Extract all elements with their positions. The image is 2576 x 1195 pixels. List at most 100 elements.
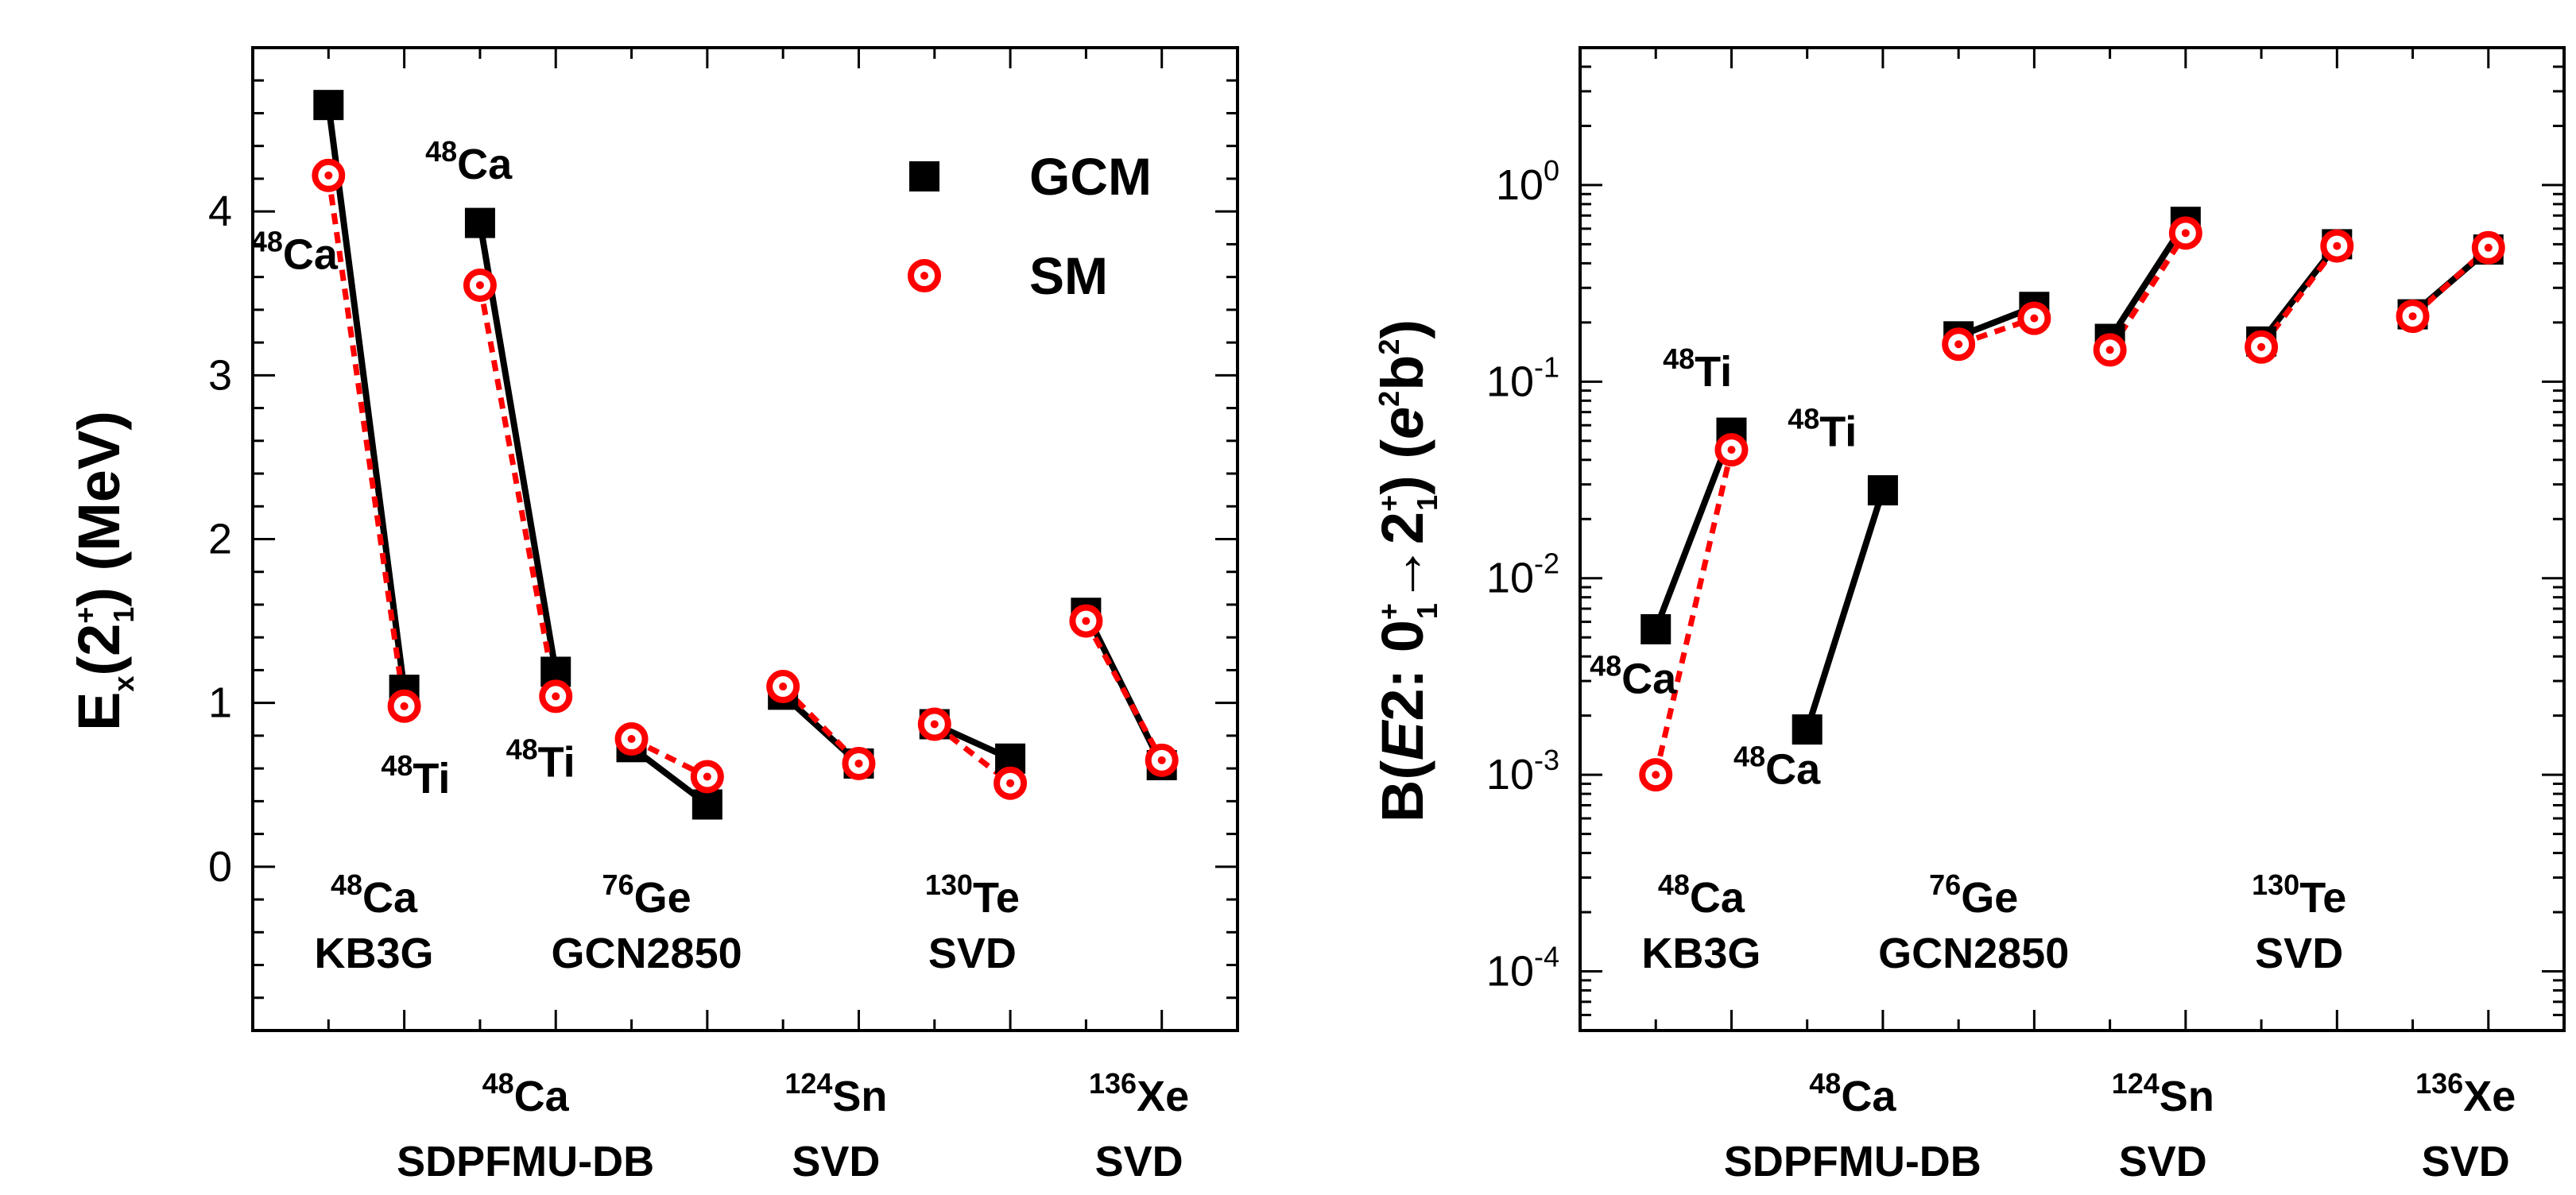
group-model-label: SVD bbox=[2255, 930, 2343, 977]
text-part: →2 bbox=[1369, 512, 1435, 603]
nucleus-label: 48Ti bbox=[1788, 402, 1857, 455]
text-part: 10 bbox=[1486, 948, 1534, 996]
series-line-gcm bbox=[1652, 431, 1735, 631]
text-part: 48 bbox=[425, 135, 457, 168]
text-part: 130 bbox=[925, 868, 973, 901]
sm-point-center bbox=[1727, 446, 1736, 454]
nucleus-label: 48Ca bbox=[1590, 649, 1677, 702]
text-part: Ca bbox=[283, 230, 339, 278]
text-part: x bbox=[107, 676, 140, 692]
series-line-sm bbox=[325, 175, 408, 707]
sm-point-center bbox=[2181, 229, 2190, 238]
series-line-sm bbox=[1083, 619, 1164, 762]
text-part: Ti bbox=[1819, 408, 1857, 455]
text-part: + bbox=[1373, 603, 1405, 620]
nucleus-label: 48Ti bbox=[506, 733, 575, 786]
sm-point-center bbox=[400, 702, 409, 710]
sm-point-center bbox=[930, 720, 939, 729]
plot-frame bbox=[1579, 46, 2566, 1032]
nucleus-label: 48Ti bbox=[381, 749, 450, 802]
series-line-sm bbox=[1652, 449, 1734, 775]
text-part: Ca bbox=[457, 141, 513, 188]
y-tick-label: 10-3 bbox=[1486, 744, 1559, 799]
gcm-point bbox=[464, 207, 495, 238]
text-part: Xe bbox=[1137, 1073, 1189, 1120]
text-part: 2 bbox=[1373, 339, 1405, 355]
text-part: 10 bbox=[1496, 161, 1544, 209]
group-model-label: KB3G bbox=[314, 930, 433, 977]
text-part: Te bbox=[973, 874, 1020, 922]
text-part: Ti bbox=[413, 755, 450, 802]
text-part: 48 bbox=[381, 749, 413, 782]
sm-point-center bbox=[1082, 617, 1090, 625]
text-part: Sn bbox=[832, 1073, 887, 1120]
gcm-point bbox=[313, 90, 344, 121]
text-part: 130 bbox=[2252, 868, 2299, 901]
text-part: 10 bbox=[1486, 751, 1534, 799]
y-axis-title: Ex(2+ 1) (MeV) bbox=[66, 411, 140, 731]
group-model-label: GCN2850 bbox=[1878, 930, 2069, 977]
text-part: 48 bbox=[1733, 740, 1765, 772]
y-tick-label: 10-4 bbox=[1486, 941, 1559, 996]
sm-point-center bbox=[1954, 340, 1963, 349]
sm-point-center bbox=[552, 692, 560, 701]
sm-point-center bbox=[779, 683, 788, 691]
sm-point-center bbox=[324, 171, 333, 180]
gcm-point bbox=[1867, 475, 1898, 506]
text-part: B( bbox=[1369, 760, 1435, 822]
group-nucleus-label: 76Ge bbox=[1929, 868, 2018, 922]
text-part: 1 bbox=[1411, 603, 1443, 619]
group-nucleus-label: 130Te bbox=[2252, 868, 2346, 922]
text-part: e bbox=[1369, 407, 1435, 439]
text-part: Ti bbox=[538, 738, 575, 786]
sm-point-center bbox=[1006, 779, 1015, 787]
text-part: 48 bbox=[1809, 1067, 1841, 1100]
text-part: E bbox=[66, 692, 132, 731]
text-part: + bbox=[69, 607, 102, 624]
text-part: Ca bbox=[1765, 745, 1821, 793]
text-part: 76 bbox=[1929, 868, 1961, 901]
text-part: -4 bbox=[1534, 941, 1559, 973]
nucleus-label: 48Ca bbox=[425, 135, 513, 188]
group-model-label: GCN2850 bbox=[552, 930, 742, 977]
y-axis-title: B(E2: 0+ 1→2+ 1) (e2b2) bbox=[1369, 319, 1443, 822]
sm-point-center bbox=[2333, 242, 2342, 250]
text-part: Ca bbox=[1841, 1073, 1896, 1120]
text-part: 124 bbox=[2112, 1067, 2160, 1100]
series-line-gcm bbox=[325, 104, 408, 690]
text-part: 48 bbox=[1788, 402, 1819, 435]
text-part: -3 bbox=[1534, 744, 1559, 776]
text-part: E bbox=[1369, 719, 1435, 760]
y-tick-label: 1 bbox=[208, 679, 232, 727]
group-model-label: SVD bbox=[2422, 1138, 2510, 1185]
text-part: Sn bbox=[2160, 1073, 2214, 1120]
text-part: 10 bbox=[1486, 555, 1534, 602]
series-line-sm bbox=[629, 736, 709, 779]
text-part: 48 bbox=[482, 1067, 514, 1100]
text-part: 48 bbox=[1663, 342, 1695, 375]
group-model-label: SVD bbox=[928, 930, 1017, 977]
group-nucleus-label: 130Te bbox=[925, 868, 1020, 922]
sm-point-center bbox=[2257, 342, 2266, 351]
sm-point-center bbox=[854, 759, 863, 768]
group-model-label: SDPFMU-DB bbox=[1724, 1138, 1981, 1185]
group-nucleus-label: 48Ca bbox=[482, 1067, 570, 1120]
text-part: + bbox=[1373, 495, 1405, 512]
text-part: 48 bbox=[1658, 868, 1690, 901]
y-tick-label: 100 bbox=[1496, 154, 1559, 209]
y-tick-label: 10-1 bbox=[1486, 350, 1559, 405]
text-part: -1 bbox=[1534, 350, 1559, 383]
text-part: ) ( bbox=[1369, 439, 1435, 495]
left-panel: 0123448Ca48Ti48Ca48Ti48CaKB3G76GeGCN2850… bbox=[66, 46, 1239, 1185]
text-part: 1 bbox=[107, 607, 140, 623]
group-nucleus-label: 76Ge bbox=[602, 868, 691, 922]
text-part: Xe bbox=[2463, 1073, 2516, 1120]
text-part: Ge bbox=[634, 874, 691, 922]
text-part: (2 bbox=[66, 624, 132, 676]
y-tick-label: 4 bbox=[208, 188, 232, 235]
gcm-point bbox=[1641, 613, 1671, 644]
text-part: 76 bbox=[602, 868, 634, 901]
gcm-point bbox=[691, 789, 722, 820]
text-part: 48 bbox=[506, 733, 538, 765]
